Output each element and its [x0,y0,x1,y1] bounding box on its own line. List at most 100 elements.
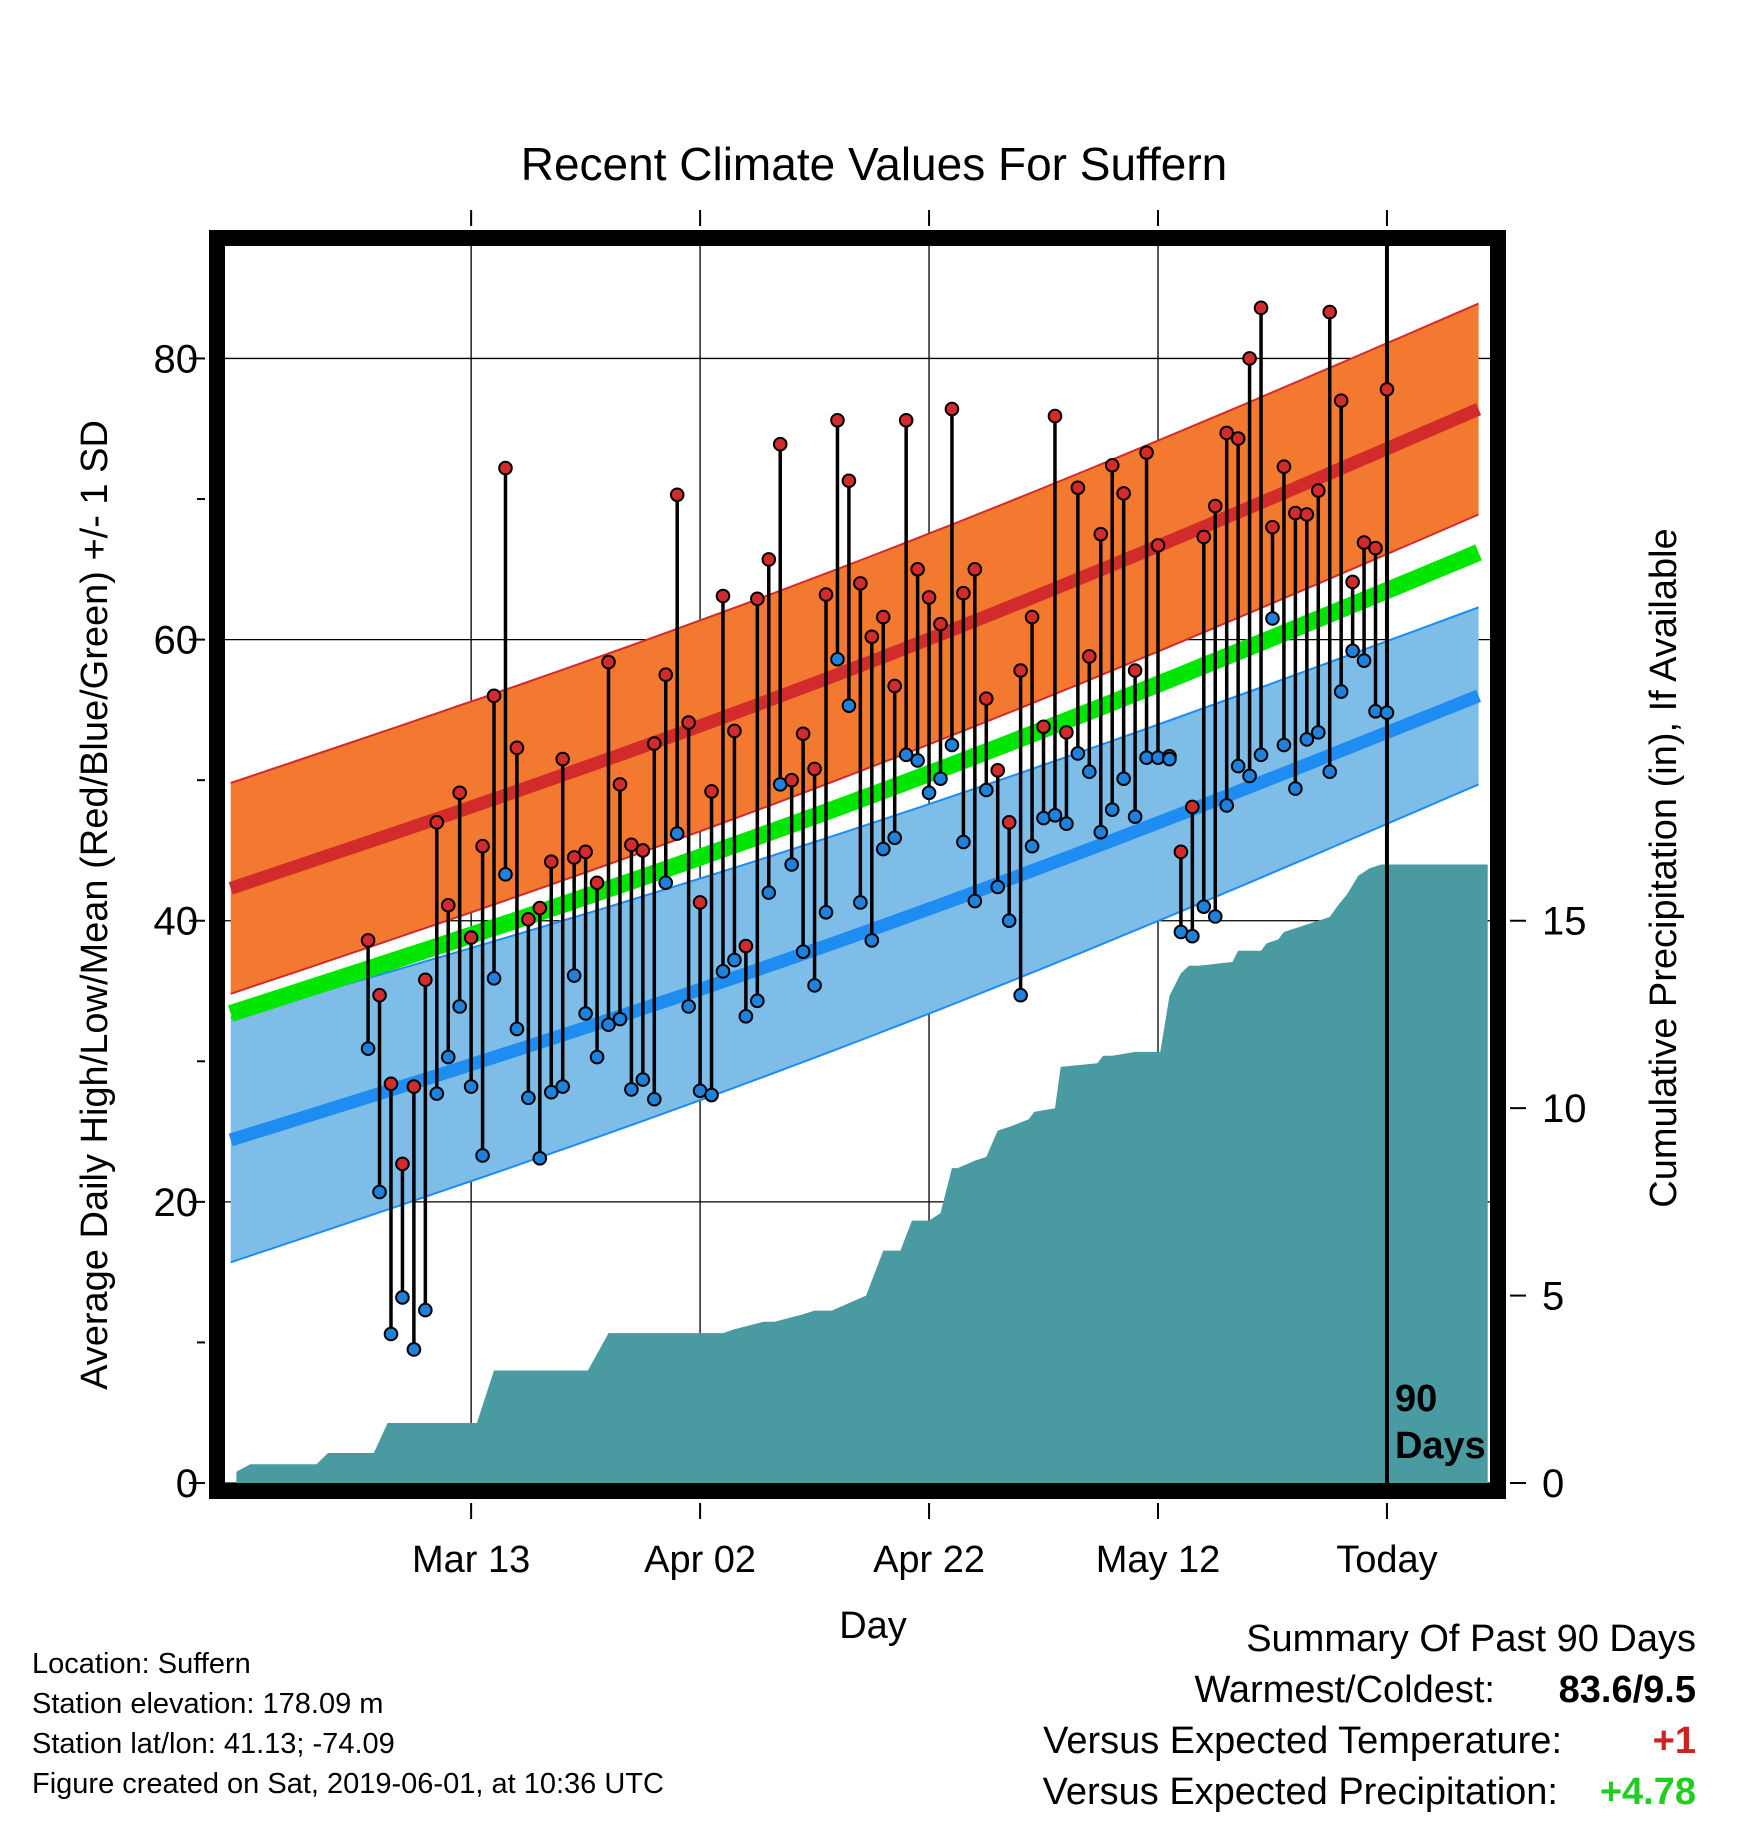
high-point [1093,526,1109,542]
high-point [887,678,903,694]
x-tick-label: Mar 13 [412,1539,530,1581]
low-point [1127,809,1143,825]
high-point [509,740,525,756]
high-point [1265,519,1280,535]
y-axis-label: Average Daily High/Low/Mean (Red/Blue/Gr… [74,420,116,1390]
high-point [784,772,799,788]
high-point [1104,457,1120,473]
high-point [383,1076,399,1092]
high-point [921,590,937,605]
summary-temp-label: Versus Expected Temperature: [1043,1720,1562,1762]
x-tick-label: May 12 [1096,1539,1221,1581]
high-point [910,562,925,577]
high-point [635,843,651,858]
low-point [1230,758,1246,774]
low-point [921,785,937,801]
today-days-label: Days [1395,1425,1486,1467]
normal-mean-line [228,544,1482,1022]
y2-tick-label: 15 [1542,900,1587,944]
footer-latlon: Station lat/lon: 41.13; -74.09 [32,1728,395,1760]
y-tick-label: 20 [154,1181,199,1225]
high-point [944,401,960,417]
x-axis-label: Day [839,1605,907,1647]
y2-tick-label: 10 [1542,1087,1587,1131]
low-point [1322,764,1338,780]
high-point [555,751,571,767]
low-point [601,1017,616,1033]
low-point [944,737,960,753]
high-point [1036,719,1051,735]
low-point [475,1148,490,1163]
high-point [761,552,777,567]
low-sd-upper-edge [230,606,1479,1019]
low-sd-lower-edge [230,783,1479,1264]
low-point [750,993,765,1009]
high-point [1001,815,1017,830]
y-tick-label: 0 [176,1462,198,1506]
x-tick-label: Today [1336,1539,1437,1581]
high-point [452,785,467,801]
low-point [395,1290,410,1305]
low-point [658,875,674,891]
summary-warmest-label: Warmest/Coldest: [1194,1669,1495,1711]
high-point [750,591,765,607]
high-point [1127,663,1143,678]
high-point [543,854,559,869]
high-point [681,715,696,730]
high-point [646,736,662,751]
low-point [1253,747,1269,763]
low-point [1207,909,1223,924]
high-point [1013,663,1028,678]
plot-content: 90 Days [225,246,1490,1483]
x-tick-label: Apr 02 [644,1539,756,1581]
today-days-label: 90 [1395,1378,1437,1420]
low-point [784,857,799,872]
low-point [360,1041,376,1056]
high-point [624,837,639,853]
high-point [532,900,548,916]
summary-temp-value: +1 [1652,1720,1696,1762]
footer-created: Figure created on Sat, 2019-06-01, at 10… [32,1768,664,1800]
low-point [532,1150,548,1166]
high-point [1322,304,1338,320]
high-point [429,815,445,830]
low-point [566,968,582,983]
low-point [830,651,845,667]
low-point [1082,764,1097,780]
low-point [1185,928,1200,944]
high-point [692,895,708,910]
low-point [1265,611,1280,626]
high-point [1242,351,1257,366]
low-point [406,1342,422,1357]
chart-title: Recent Climate Values For Suffern [521,138,1228,190]
low-point [1356,653,1372,668]
high-point [486,688,502,704]
high-point [1024,609,1040,625]
high-point [1276,459,1292,474]
low-point [727,952,742,968]
low-point [1024,838,1040,854]
footer-elevation: Station elevation: 178.09 m [32,1688,384,1720]
high-point [658,667,674,683]
high-point [978,691,994,706]
high-point [898,413,914,428]
low-point [875,841,891,857]
low-point [1013,987,1028,1003]
low-point [853,895,868,910]
plot-area: 90 Days [225,246,1490,1483]
high-sd-upper-edge [230,302,1479,784]
summary-precip-label: Versus Expected Precipitation: [1042,1771,1558,1813]
high-point [578,844,593,860]
high-point [875,609,891,625]
high-point [1059,725,1074,740]
high-point [715,588,731,604]
axes: 0 20 40 60 80 0 5 10 15 Mar 13 Apr 02 Apr 22 May 12 T… [154,210,1587,1581]
high-point [1368,540,1383,556]
low-point [898,747,914,763]
high-sd-lower-edge [230,513,1479,995]
high-point [1356,535,1372,550]
low-point [498,867,513,882]
low-point [1001,913,1017,929]
high-point [669,487,685,503]
low-point [1070,746,1086,761]
